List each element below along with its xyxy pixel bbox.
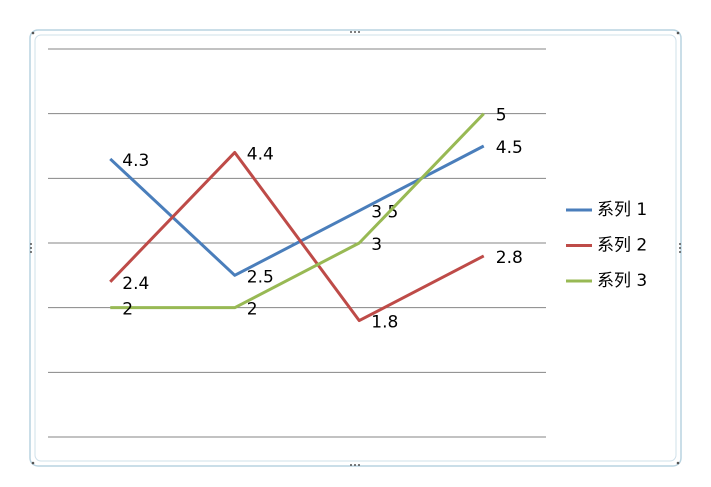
data-label: 2.4 — [122, 274, 149, 294]
series-line — [109, 144, 485, 277]
series-line — [110, 112, 485, 310]
data-label: 2.5 — [247, 267, 274, 287]
data-label: 2 — [247, 300, 258, 320]
data-label: 4.4 — [247, 144, 274, 164]
data-label: 2 — [122, 300, 133, 320]
data-label: 4.5 — [496, 138, 523, 158]
chart-inner-frame — [34, 34, 677, 462]
resize-handles — [30, 31, 681, 466]
chart-frame — [29, 29, 682, 467]
series-line — [109, 150, 485, 323]
data-label: 5 — [496, 106, 507, 126]
data-label: 2.8 — [496, 248, 523, 268]
legend-label: 系列 1 — [597, 200, 647, 220]
legend-label: 系列 3 — [597, 271, 647, 291]
data-label: 3 — [371, 235, 382, 255]
legend-label: 系列 2 — [597, 236, 647, 256]
data-label: 1.8 — [371, 313, 398, 333]
data-label: 4.3 — [122, 151, 149, 171]
